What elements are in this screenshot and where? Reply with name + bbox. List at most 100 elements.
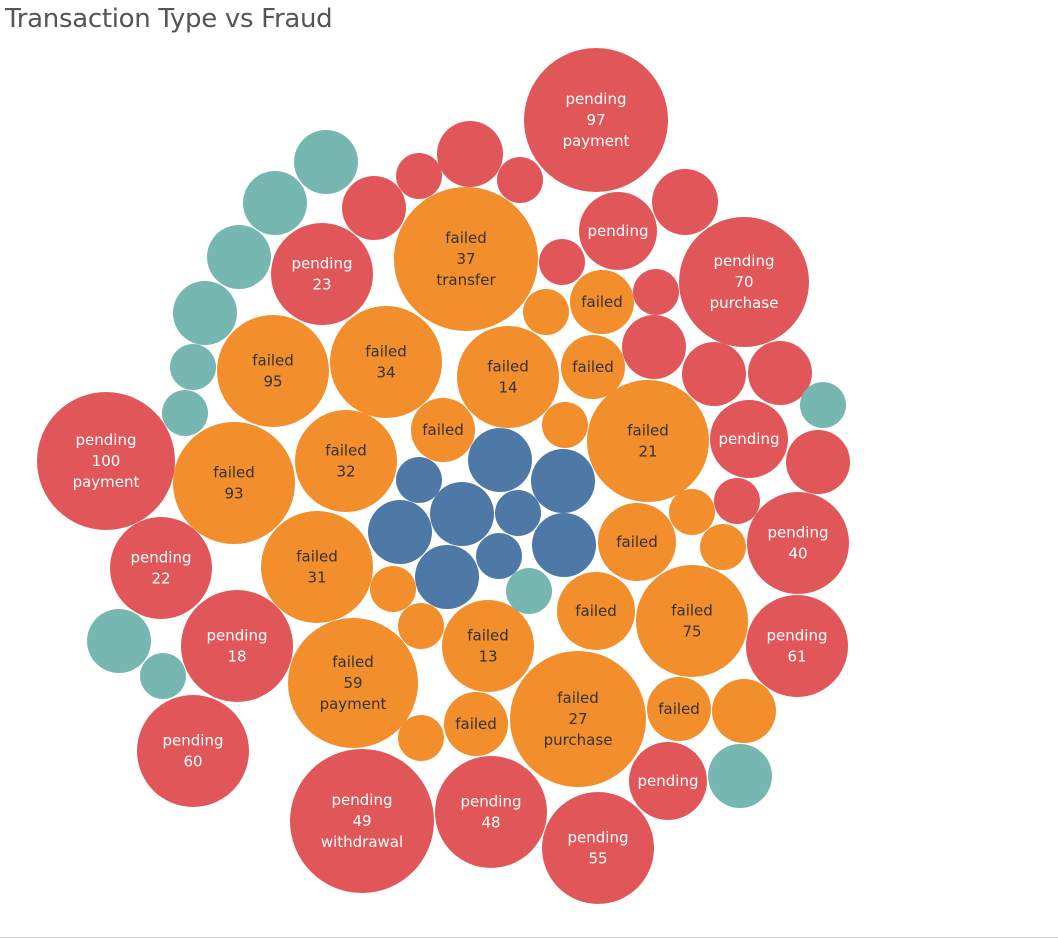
bubble-mark[interactable] bbox=[542, 402, 588, 448]
bubble-mark[interactable] bbox=[437, 121, 503, 187]
bubble-failed[interactable]: failed bbox=[411, 398, 475, 462]
bubble-mark[interactable] bbox=[786, 430, 850, 494]
bubble-mark[interactable] bbox=[497, 157, 543, 203]
bubble-success[interactable] bbox=[468, 428, 532, 492]
bubble-pending[interactable]: pending 40 bbox=[747, 492, 849, 594]
bubble-pending[interactable]: pending 60 bbox=[137, 695, 249, 807]
bubble-pending[interactable]: pending 97 payment bbox=[524, 48, 668, 192]
bubble-mark[interactable] bbox=[636, 565, 748, 677]
bubble-mark[interactable] bbox=[748, 341, 812, 405]
bubble-mark[interactable] bbox=[587, 380, 709, 502]
bubble-pending[interactable]: pending 48 bbox=[435, 756, 547, 868]
bubble-success[interactable] bbox=[430, 482, 494, 546]
bubble-mark[interactable] bbox=[181, 590, 293, 702]
bubble-mark[interactable] bbox=[679, 217, 809, 347]
bubble-pending[interactable] bbox=[786, 430, 850, 494]
bubble-mark[interactable] bbox=[708, 744, 772, 808]
bubble-pending[interactable] bbox=[633, 269, 679, 315]
bubble-pending[interactable]: pending 100 payment bbox=[37, 392, 175, 530]
bubble-pending[interactable] bbox=[748, 341, 812, 405]
bubble-failed[interactable]: failed bbox=[647, 677, 711, 741]
bubble-pending[interactable] bbox=[622, 315, 686, 379]
bubble-failed[interactable]: failed 37 transfer bbox=[394, 187, 538, 331]
bubble-mark[interactable] bbox=[398, 715, 444, 761]
bubble-mark[interactable] bbox=[746, 595, 848, 697]
bubble-mark[interactable] bbox=[629, 742, 707, 820]
bubble-mark[interactable] bbox=[435, 756, 547, 868]
bubble-failed[interactable]: failed 13 bbox=[442, 600, 534, 692]
bubble-mark[interactable] bbox=[396, 153, 442, 199]
bubble-mark[interactable] bbox=[415, 545, 479, 609]
bubble-failed[interactable] bbox=[542, 402, 588, 448]
bubble-mark[interactable] bbox=[712, 679, 776, 743]
bubble-mark[interactable] bbox=[394, 187, 538, 331]
bubble-failed[interactable]: failed 59 payment bbox=[288, 618, 418, 748]
bubble-mark[interactable] bbox=[217, 315, 329, 427]
bubble-pending[interactable] bbox=[437, 121, 503, 187]
bubble-mark[interactable] bbox=[442, 600, 534, 692]
bubble-mark[interactable] bbox=[294, 130, 358, 194]
bubble-mark[interactable] bbox=[669, 489, 715, 535]
bubble-mark[interactable] bbox=[682, 342, 746, 406]
bubble-mark[interactable] bbox=[495, 490, 541, 536]
bubble-other[interactable] bbox=[207, 225, 271, 289]
bubble-mark[interactable] bbox=[714, 478, 760, 524]
bubble-mark[interactable] bbox=[243, 171, 307, 235]
bubble-mark[interactable] bbox=[652, 169, 718, 235]
bubble-pending[interactable] bbox=[497, 157, 543, 203]
bubble-mark[interactable] bbox=[430, 482, 494, 546]
bubble-mark[interactable] bbox=[524, 48, 668, 192]
bubble-pending[interactable]: pending 23 bbox=[271, 223, 373, 325]
bubble-mark[interactable] bbox=[506, 568, 552, 614]
bubble-pending[interactable]: pending 61 bbox=[746, 595, 848, 697]
bubble-failed[interactable] bbox=[669, 489, 715, 535]
bubble-mark[interactable] bbox=[261, 511, 373, 623]
bubble-failed[interactable] bbox=[700, 524, 746, 570]
bubble-other[interactable] bbox=[506, 568, 552, 614]
bubble-failed[interactable] bbox=[712, 679, 776, 743]
bubble-mark[interactable] bbox=[37, 392, 175, 530]
bubble-pending[interactable]: pending 49 withdrawal bbox=[290, 749, 434, 893]
bubble-pending[interactable]: pending 22 bbox=[110, 517, 212, 619]
bubble-other[interactable] bbox=[87, 609, 151, 673]
bubble-failed[interactable] bbox=[398, 603, 444, 649]
bubble-pending[interactable] bbox=[539, 239, 585, 285]
bubble-mark[interactable] bbox=[800, 382, 846, 428]
bubble-pending[interactable] bbox=[396, 153, 442, 199]
bubble-pending[interactable] bbox=[714, 478, 760, 524]
bubble-other[interactable] bbox=[243, 171, 307, 235]
bubble-mark[interactable] bbox=[542, 792, 654, 904]
bubble-mark[interactable] bbox=[87, 609, 151, 673]
bubble-pending[interactable]: pending bbox=[710, 400, 788, 478]
bubble-success[interactable] bbox=[531, 449, 595, 513]
bubble-failed[interactable]: failed 32 bbox=[295, 410, 397, 512]
bubble-mark[interactable] bbox=[531, 449, 595, 513]
bubble-other[interactable] bbox=[708, 744, 772, 808]
bubble-mark[interactable] bbox=[468, 428, 532, 492]
bubble-mark[interactable] bbox=[710, 400, 788, 478]
bubble-failed[interactable]: failed 27 purchase bbox=[510, 651, 646, 787]
bubble-failed[interactable]: failed 31 bbox=[261, 511, 373, 623]
bubble-other[interactable] bbox=[170, 344, 216, 390]
bubble-mark[interactable] bbox=[170, 344, 216, 390]
bubble-other[interactable] bbox=[294, 130, 358, 194]
bubble-failed[interactable]: failed 14 bbox=[457, 326, 559, 428]
bubble-mark[interactable] bbox=[444, 692, 508, 756]
bubble-mark[interactable] bbox=[271, 223, 373, 325]
bubble-success[interactable] bbox=[532, 513, 596, 577]
bubble-other[interactable] bbox=[173, 281, 237, 345]
bubble-mark[interactable] bbox=[598, 503, 676, 581]
bubble-mark[interactable] bbox=[110, 517, 212, 619]
bubble-pending[interactable]: pending bbox=[629, 742, 707, 820]
bubble-mark[interactable] bbox=[647, 677, 711, 741]
bubble-success[interactable] bbox=[415, 545, 479, 609]
bubble-mark[interactable] bbox=[342, 176, 406, 240]
bubble-failed[interactable]: failed 34 bbox=[330, 306, 442, 418]
bubble-other[interactable] bbox=[162, 390, 208, 436]
bubble-mark[interactable] bbox=[137, 695, 249, 807]
bubble-pending[interactable]: pending 55 bbox=[542, 792, 654, 904]
bubble-failed[interactable]: failed bbox=[444, 692, 508, 756]
bubble-success[interactable] bbox=[476, 533, 522, 579]
bubble-mark[interactable] bbox=[557, 572, 635, 650]
bubble-pending[interactable] bbox=[342, 176, 406, 240]
